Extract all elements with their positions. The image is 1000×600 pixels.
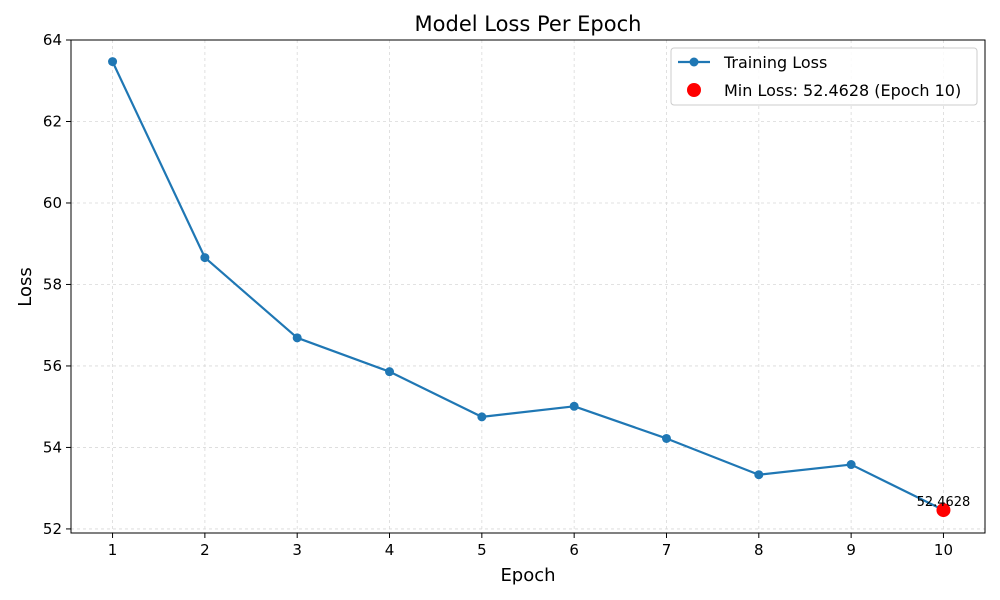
y-axis-ticks: 52 54 56 58 60 62 64 <box>43 31 71 538</box>
legend: Training Loss Min Loss: 52.4628 (Epoch 1… <box>670 47 978 106</box>
legend-label-training-loss: Training Loss <box>723 53 827 72</box>
min-loss-annotation: 52.4628 <box>917 495 971 510</box>
y-tick-label: 54 <box>43 438 62 456</box>
y-tick-label: 56 <box>43 357 62 375</box>
data-point <box>292 333 302 343</box>
x-tick-label: 9 <box>846 541 856 559</box>
x-tick-label: 3 <box>292 541 302 559</box>
x-tick-label: 10 <box>934 541 953 559</box>
x-tick-label: 5 <box>477 541 487 559</box>
legend-label-min-loss: Min Loss: 52.4628 (Epoch 10) <box>724 81 961 100</box>
training-loss-line <box>111 61 944 512</box>
training-loss-points <box>108 57 948 515</box>
data-point <box>569 401 579 411</box>
grid-lines <box>71 39 985 533</box>
x-tick-label: 7 <box>662 541 672 559</box>
x-tick-label: 8 <box>754 541 764 559</box>
x-tick-label: 1 <box>108 541 118 559</box>
y-tick-label: 62 <box>43 112 62 130</box>
y-tick-label: 64 <box>43 31 62 49</box>
legend-point-swatch <box>689 57 699 67</box>
y-tick-label: 52 <box>43 520 62 538</box>
x-tick-label: 4 <box>385 541 395 559</box>
data-point <box>108 57 118 67</box>
y-tick-label: 60 <box>43 194 62 212</box>
data-point <box>846 460 856 470</box>
y-axis-label: Loss <box>15 267 36 306</box>
plot-frame <box>70 39 986 534</box>
legend-box <box>670 47 978 106</box>
min-loss-marker <box>936 503 951 518</box>
data-point <box>477 412 487 422</box>
data-point <box>661 433 671 443</box>
data-point <box>385 367 395 377</box>
x-axis-ticks: 1 2 3 4 5 6 7 8 9 10 <box>108 533 953 559</box>
data-point <box>754 470 764 480</box>
x-axis-label: Epoch <box>500 565 555 586</box>
x-tick-label: 2 <box>200 541 210 559</box>
data-point <box>200 253 210 263</box>
x-tick-label: 6 <box>569 541 579 559</box>
legend-min-swatch <box>687 83 701 97</box>
chart-title: Model Loss Per Epoch <box>415 12 642 36</box>
y-tick-label: 58 <box>43 275 62 293</box>
